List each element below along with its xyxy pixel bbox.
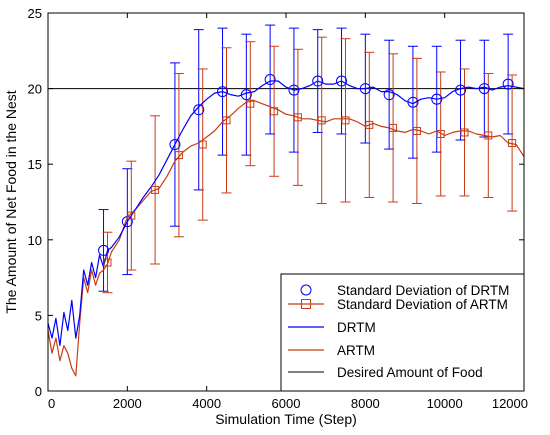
marker-layer [98, 74, 517, 267]
std-drtm-marker [240, 89, 252, 101]
legend-label-std-drtm: Standard Deviation of DRTM [337, 283, 509, 298]
legend-label-artm: ARTM [337, 343, 375, 358]
std-drtm-marker [431, 93, 443, 105]
x-tick-label: 4000 [192, 396, 221, 411]
std-drtm-marker [407, 96, 419, 108]
std-artm-marker [293, 113, 302, 122]
y-tick-label: 5 [35, 308, 42, 323]
std-artm-marker [317, 116, 326, 125]
std-artm-marker [198, 140, 207, 149]
std-drtm-marker [478, 83, 490, 95]
legend-square-marker [301, 299, 311, 309]
std-drtm-marker [502, 78, 514, 90]
std-artm-marker [508, 139, 517, 148]
x-tick-label: 10000 [427, 396, 463, 411]
x-tick-label: 8000 [351, 396, 380, 411]
y-tick-label: 20 [28, 82, 42, 97]
std-artm-marker [460, 128, 469, 137]
legend-label-desired: Desired Amount of Food [337, 365, 483, 380]
std-drtm-marker [98, 244, 110, 256]
std-artm-marker [222, 116, 231, 125]
std-artm-marker [412, 126, 421, 135]
y-tick-label: 10 [28, 233, 42, 248]
std-drtm-marker [455, 84, 467, 96]
std-drtm-marker [193, 104, 205, 116]
std-drtm-marker [359, 83, 371, 95]
std-drtm-marker [383, 89, 395, 101]
y-axis-label: The Amount of Net Food in the Nest [3, 90, 19, 313]
y-tick-label: 0 [35, 384, 42, 399]
drtm-series-line [47, 80, 525, 347]
std-artm-marker [151, 185, 160, 194]
y-tick-label: 25 [28, 6, 42, 21]
std-drtm-marker [217, 86, 229, 98]
legend: Standard Deviation of DRTM Standard Devi… [280, 273, 525, 392]
legend-label-std-artm: Standard Deviation of ARTM [337, 297, 508, 312]
std-artm-marker [246, 99, 255, 108]
x-tick-label: 2000 [113, 396, 142, 411]
axis-ticks: 0 2000 4000 6000 8000 10000 12000 0 5 10 15 20 25 [28, 6, 528, 411]
std-drtm-marker [288, 84, 300, 96]
legend-circle-marker [300, 284, 312, 296]
std-artm-marker [127, 211, 136, 220]
std-artm-marker [103, 258, 112, 267]
legend-label-drtm: DRTM [337, 320, 376, 335]
std-drtm-marker [169, 139, 181, 151]
std-drtm-marker [264, 74, 276, 86]
std-artm-marker [174, 151, 183, 160]
std-drtm-marker [312, 75, 324, 87]
std-artm-marker [365, 120, 374, 129]
std-artm-marker [436, 129, 445, 138]
std-artm-marker [484, 131, 493, 140]
std-artm-marker [389, 123, 398, 132]
y-tick-label: 15 [28, 157, 42, 172]
std-artm-marker [341, 116, 350, 125]
x-axis-label: Simulation Time (Step) [215, 411, 357, 427]
std-artm-marker [270, 107, 279, 116]
std-drtm-marker [336, 75, 348, 87]
x-tick-label: 0 [48, 396, 55, 411]
x-tick-label: 12000 [492, 396, 528, 411]
x-tick-label: 6000 [272, 396, 301, 411]
